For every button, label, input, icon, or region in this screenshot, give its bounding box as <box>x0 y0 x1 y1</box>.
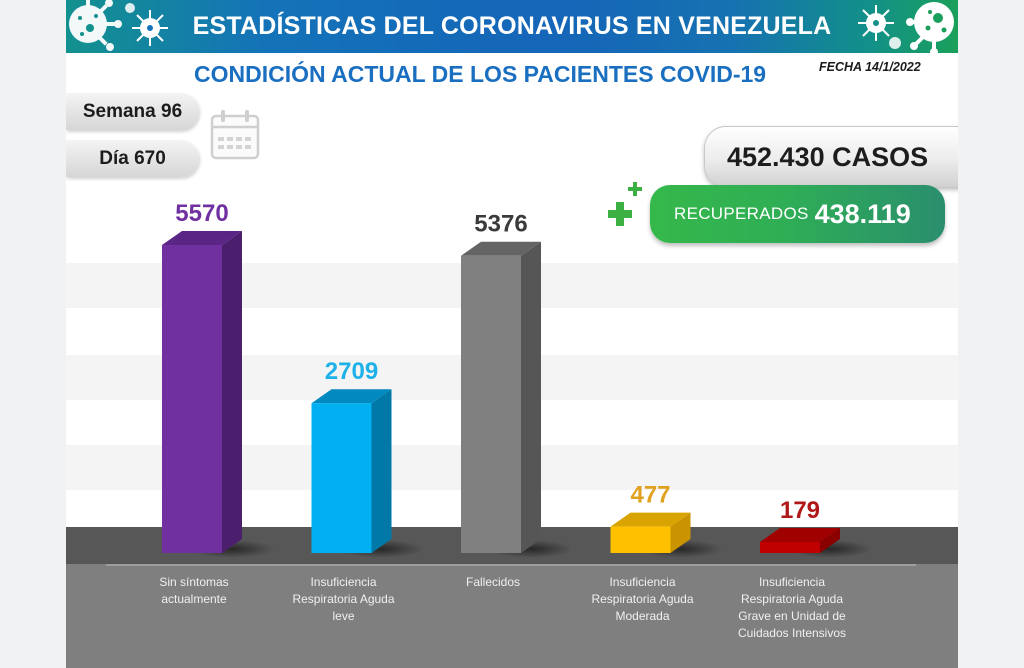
category-label: Insuficiencia Respiratoria Aguda Moderada <box>568 574 718 625</box>
category-label: Insuficiencia Respiratoria Aguda leve <box>269 574 419 625</box>
day-badge: Día 670 <box>66 140 199 177</box>
calendar-icon <box>210 110 260 160</box>
page-subtitle: CONDICIÓN ACTUAL DE LOS PACIENTES COVID-… <box>194 61 767 87</box>
category-label-line: Sin síntomas <box>159 575 229 589</box>
category-label-line: leve <box>332 609 355 623</box>
virus-icon <box>889 37 901 49</box>
bar-side <box>371 389 392 553</box>
banner-title: ESTADÍSTICAS DEL CORONAVIRUS EN VENEZUEL… <box>192 12 832 40</box>
label-area <box>66 564 958 668</box>
value-label: 2709 <box>325 358 378 385</box>
week-badge: Semana 96 <box>66 93 199 130</box>
bar-4 <box>610 512 723 558</box>
category-label-line: Grave en Unidad de <box>738 609 846 623</box>
bar-side <box>222 231 242 553</box>
category-label-line: Insuficiencia <box>609 575 676 589</box>
virus-icon <box>132 10 168 46</box>
category-label-line: actualmente <box>161 592 227 606</box>
category-label-line: Respiratoria Aguda <box>591 592 694 606</box>
recovered-label: RECUPERADOS <box>674 204 809 223</box>
category-label-line: Respiratoria Aguda <box>292 592 395 606</box>
category-label-line: Insuficiencia <box>310 575 377 589</box>
bar-1 <box>162 231 274 558</box>
virus-icon <box>125 3 135 13</box>
bar-front <box>311 403 372 553</box>
bar-side <box>521 241 541 553</box>
bar-top <box>162 231 242 245</box>
bar-2 <box>311 389 424 558</box>
category-label: Sin síntomas actualmente <box>119 574 269 608</box>
infographic-card: ESTADÍSTICAS DEL CORONAVIRUS EN VENEZUEL… <box>66 0 958 668</box>
value-label: 5570 <box>175 200 228 227</box>
virus-icon <box>858 5 894 41</box>
virus-icon <box>906 2 954 56</box>
bar-top <box>610 512 691 527</box>
bar-top <box>311 389 392 404</box>
medical-plus-icon <box>608 182 642 226</box>
bar-front <box>461 255 521 553</box>
category-label-line: Fallecidos <box>465 575 521 589</box>
bar-side <box>820 528 840 553</box>
bar-top <box>461 241 541 256</box>
virus-icon <box>69 0 122 51</box>
bar-5 <box>760 528 872 558</box>
value-label: 5376 <box>474 211 527 238</box>
category-label: Fallecidos <box>418 574 568 591</box>
bar-front <box>760 542 820 553</box>
category-label-line: Insuficiencia <box>758 575 826 589</box>
category-label-line: Respiratoria Aguda <box>740 592 844 606</box>
header-banner: ESTADÍSTICAS DEL CORONAVIRUS EN VENEZUEL… <box>66 0 958 56</box>
recovered-value: 438.119 <box>814 198 911 229</box>
total-cases-badge: 452.430 CASOS <box>704 126 958 188</box>
category-label-line: Moderada <box>615 609 670 623</box>
bar-3 <box>461 241 573 558</box>
category-label-line: Cuidados Intensivos <box>737 626 847 640</box>
bar-chart: 5570 2709 5376 477 179 <box>66 200 958 668</box>
bar-front <box>610 526 671 553</box>
date-label: FECHA 14/1/2022 <box>819 60 921 74</box>
value-label: 477 <box>630 482 670 509</box>
value-label: 179 <box>780 497 820 524</box>
bar-top <box>760 528 840 542</box>
bar-side <box>670 512 691 553</box>
recovered-badge: RECUPERADOS 438.119 <box>650 185 945 243</box>
category-label: Insuficiencia Respiratoria Aguda Grave en … <box>717 574 867 642</box>
bar-front <box>162 245 222 553</box>
